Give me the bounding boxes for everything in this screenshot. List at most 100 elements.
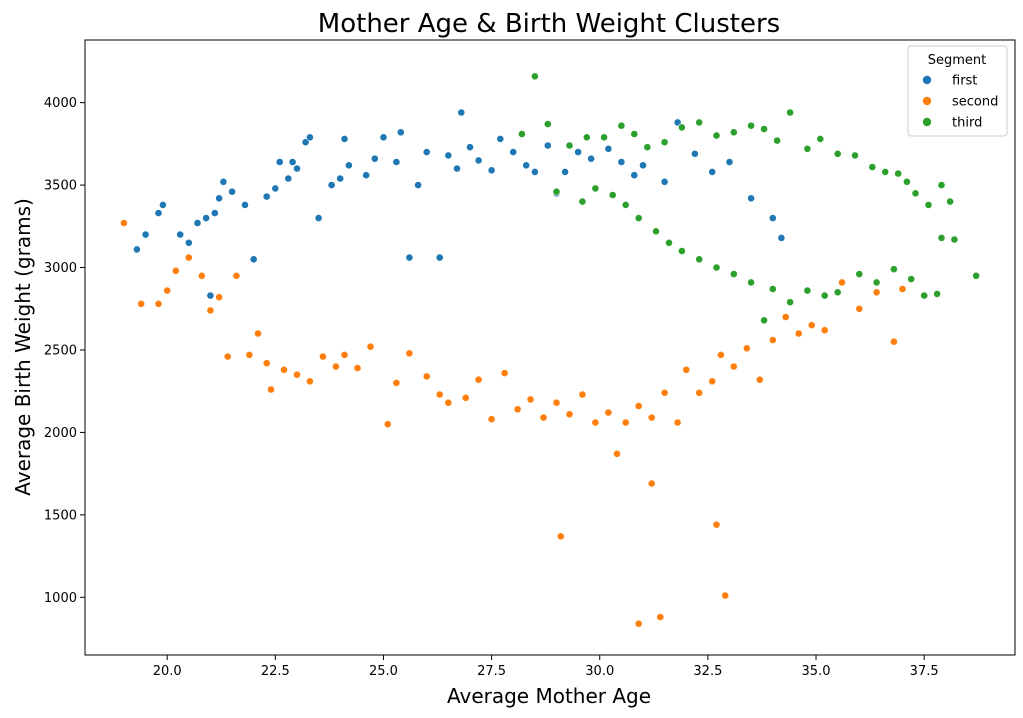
point-first (344, 161, 353, 170)
point-third (660, 138, 669, 147)
point-first (327, 181, 336, 189)
point-first (379, 133, 388, 142)
point-first (141, 230, 150, 239)
point-second (500, 369, 509, 377)
point-first (453, 164, 461, 173)
legend-box (907, 45, 1008, 137)
legend-marker-third (922, 117, 932, 127)
point-second (318, 352, 327, 361)
point-second (513, 405, 522, 414)
point-second (383, 420, 392, 429)
series-second (120, 219, 907, 628)
point-first (301, 138, 310, 147)
point-first (691, 149, 699, 158)
point-second (591, 418, 600, 427)
point-third (872, 278, 881, 287)
point-first (336, 174, 345, 183)
chart-title: Mother Age & Birth Weight Clusters (318, 9, 780, 39)
point-first (617, 158, 626, 166)
point-third (543, 120, 552, 128)
point-third (695, 118, 704, 127)
point-third (643, 143, 652, 152)
point-second (539, 413, 548, 422)
point-first (522, 161, 531, 170)
point-first (444, 151, 453, 160)
point-third (630, 130, 639, 138)
point-second (660, 388, 669, 397)
point-second (695, 388, 704, 397)
point-first (768, 214, 777, 222)
point-first (604, 144, 613, 153)
legend-marker-second (922, 96, 932, 106)
point-third (816, 134, 825, 143)
x-tick-label: 37.5 (910, 664, 939, 679)
point-second (254, 329, 262, 338)
point-first (193, 219, 202, 227)
point-third (729, 270, 738, 278)
point-third (760, 316, 768, 325)
point-first (176, 230, 185, 239)
point-third (920, 291, 929, 300)
point-third (786, 108, 794, 117)
series-third (518, 72, 980, 325)
point-third (803, 286, 812, 295)
point-second (578, 390, 587, 399)
point-second (392, 378, 401, 387)
point-third (747, 278, 755, 287)
point-second (717, 350, 725, 359)
point-first (587, 154, 595, 163)
point-second (634, 619, 643, 628)
point-second (305, 377, 314, 386)
point-second (890, 337, 898, 346)
point-third (911, 189, 920, 198)
point-second (353, 364, 362, 372)
point-first (284, 174, 293, 183)
point-first (288, 158, 297, 166)
point-first (405, 253, 414, 262)
x-tick-label: 20.0 (153, 664, 182, 679)
point-first (509, 148, 518, 156)
point-third (946, 197, 954, 206)
point-second (171, 266, 180, 275)
point-first (154, 209, 163, 217)
point-third (665, 238, 673, 247)
point-first (241, 200, 249, 209)
point-second (262, 359, 271, 368)
point-second (223, 352, 232, 361)
point-third (729, 128, 738, 137)
point-second (604, 408, 613, 417)
point-third (695, 255, 704, 264)
point-third (760, 125, 768, 133)
point-second (206, 306, 215, 315)
point-third (881, 167, 890, 176)
point-third (972, 271, 980, 280)
point-second (552, 398, 561, 407)
y-axis: 1000 1500 2000 2500 3000 3500 4000 (44, 96, 85, 606)
point-second (820, 326, 829, 335)
legend-title: Segment (928, 53, 987, 68)
point-third (773, 136, 781, 145)
point-first (392, 158, 401, 166)
point-second (366, 342, 375, 351)
point-third (621, 200, 630, 209)
point-third (552, 187, 561, 196)
point-third (833, 149, 842, 158)
point-first (531, 167, 539, 176)
point-first (293, 164, 301, 173)
point-third (890, 265, 898, 274)
point-third (786, 298, 794, 307)
point-first (249, 255, 258, 264)
point-first (210, 209, 219, 217)
x-tick-label: 30.0 (585, 664, 614, 679)
point-third (855, 270, 864, 278)
point-second (721, 591, 730, 600)
point-first (673, 118, 682, 127)
point-first (262, 192, 271, 201)
point-third (712, 131, 721, 140)
point-first (543, 141, 552, 150)
y-tick-label: 3500 (44, 179, 77, 194)
point-second (120, 219, 128, 227)
y-tick-label: 1500 (44, 508, 77, 523)
point-third (803, 144, 812, 153)
point-second (422, 372, 431, 381)
